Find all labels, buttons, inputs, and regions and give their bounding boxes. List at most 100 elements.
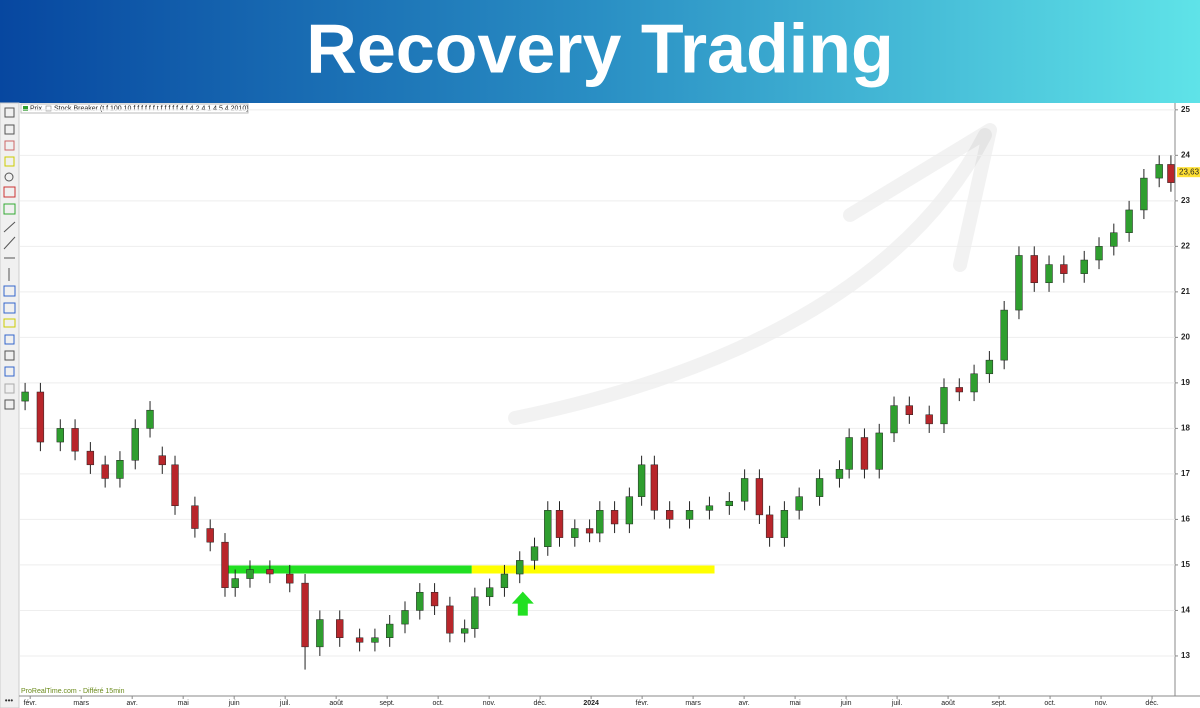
chart-bg — [0, 103, 1200, 708]
x-tick-label: avr. — [127, 700, 138, 707]
tool-icon[interactable] — [4, 366, 15, 377]
tool-icon[interactable] — [3, 236, 16, 250]
candle-body — [544, 510, 552, 547]
last-price-label: 23,63 — [1179, 167, 1200, 176]
candle-body — [795, 496, 803, 511]
x-tick-label: sept. — [380, 700, 395, 707]
tool-icon[interactable] — [4, 383, 15, 394]
legend-swatch — [23, 106, 28, 111]
candle-body — [430, 591, 439, 607]
tool-icon[interactable] — [4, 172, 14, 182]
y-tick-label: 24 — [1181, 150, 1190, 159]
candle-body — [585, 528, 594, 534]
x-tick-label: juil. — [891, 700, 903, 707]
tool-icon[interactable] — [4, 140, 15, 151]
legend-text: Stock Breaker (t f 100 10 f f f f f f t … — [54, 105, 249, 112]
x-tick-label: juil. — [279, 700, 291, 707]
tool-icon[interactable] — [3, 285, 16, 297]
candle-body — [116, 460, 124, 479]
y-tick-label: 13 — [1181, 651, 1190, 660]
candle-body — [1095, 246, 1103, 261]
candle-body — [266, 569, 274, 575]
tool-icon[interactable] — [3, 203, 16, 215]
tool-icon[interactable] — [4, 124, 15, 135]
candle-body — [386, 623, 394, 638]
candle-body — [246, 569, 254, 579]
tool-icon[interactable] — [3, 302, 16, 314]
candle-body — [1045, 264, 1053, 284]
candle-body — [875, 432, 883, 470]
candle-body — [685, 510, 694, 520]
candle-body — [940, 387, 948, 425]
candle-body — [1030, 255, 1038, 284]
candle-body — [460, 628, 469, 634]
candle-body — [596, 510, 604, 534]
candle-body — [286, 573, 294, 584]
tool-icon[interactable] — [4, 156, 15, 167]
candle-body — [206, 528, 214, 543]
tool-icon[interactable] — [4, 350, 15, 361]
candle-body — [665, 510, 674, 520]
y-tick-label: 20 — [1181, 332, 1190, 341]
tool-icon[interactable] — [4, 334, 15, 345]
y-tick-label: 23 — [1181, 196, 1190, 205]
x-tick-label: mai — [789, 700, 801, 707]
decorative-arrow-head — [843, 123, 997, 272]
y-tick-label: 25 — [1181, 105, 1190, 114]
x-tick-label: nov. — [1095, 700, 1108, 707]
candle-body — [740, 478, 749, 502]
tool-icon[interactable] — [4, 107, 15, 118]
candle-body — [336, 619, 344, 638]
candle-body — [625, 496, 634, 525]
last-price-badge — [1177, 167, 1200, 178]
x-tick-label: févr. — [636, 700, 649, 707]
candle-body — [955, 387, 963, 393]
menu-dots[interactable]: ••• — [5, 696, 14, 705]
candle-body — [158, 455, 166, 466]
candle-body — [705, 505, 714, 511]
x-tick-label: juin — [228, 700, 240, 707]
candle-body — [835, 469, 844, 479]
candle-body — [1015, 255, 1023, 311]
candle-body — [1080, 259, 1088, 274]
candle-body — [970, 373, 978, 393]
candle-body — [725, 500, 733, 507]
x-tick-label: mai — [178, 700, 190, 707]
candle-body — [221, 541, 229, 588]
page-title: Recovery Trading — [306, 9, 893, 87]
legend-swatch — [45, 105, 52, 112]
y-tick-label: 17 — [1181, 469, 1190, 478]
tool-icon[interactable] — [3, 318, 16, 328]
candle-body — [471, 596, 479, 629]
candle-body — [571, 528, 579, 538]
header-band — [0, 0, 1200, 103]
y-tick-label: 16 — [1181, 515, 1190, 524]
x-tick-label: déc. — [534, 700, 547, 707]
tool-icon[interactable] — [3, 221, 16, 233]
x-tick-label: oct. — [1044, 700, 1055, 707]
candle-body — [845, 437, 853, 470]
candle-body — [485, 587, 494, 598]
candle-body — [530, 546, 539, 561]
candle-body — [555, 510, 564, 538]
x-tick-label: oct. — [432, 700, 443, 707]
x-tick-label: août — [941, 700, 955, 707]
candle-body — [516, 560, 524, 575]
tool-icon[interactable] — [3, 186, 16, 198]
candle-body — [905, 405, 913, 415]
x-tick-label: déc. — [1145, 700, 1158, 707]
y-tick-label: 22 — [1181, 241, 1190, 250]
x-tick-label: avr. — [738, 700, 749, 707]
x-tick-label: mars — [73, 700, 89, 707]
legend-text: Prix — [30, 105, 43, 112]
tool-icon[interactable] — [4, 399, 15, 410]
candle-body — [1125, 209, 1133, 233]
candle-body — [131, 428, 139, 461]
y-tick-label: 15 — [1181, 560, 1190, 569]
footer-text: ProRealTime.com - Différé 15min — [21, 688, 125, 695]
x-tick-label: févr. — [24, 700, 37, 707]
candle-body — [86, 450, 95, 466]
candle-body — [401, 610, 409, 625]
